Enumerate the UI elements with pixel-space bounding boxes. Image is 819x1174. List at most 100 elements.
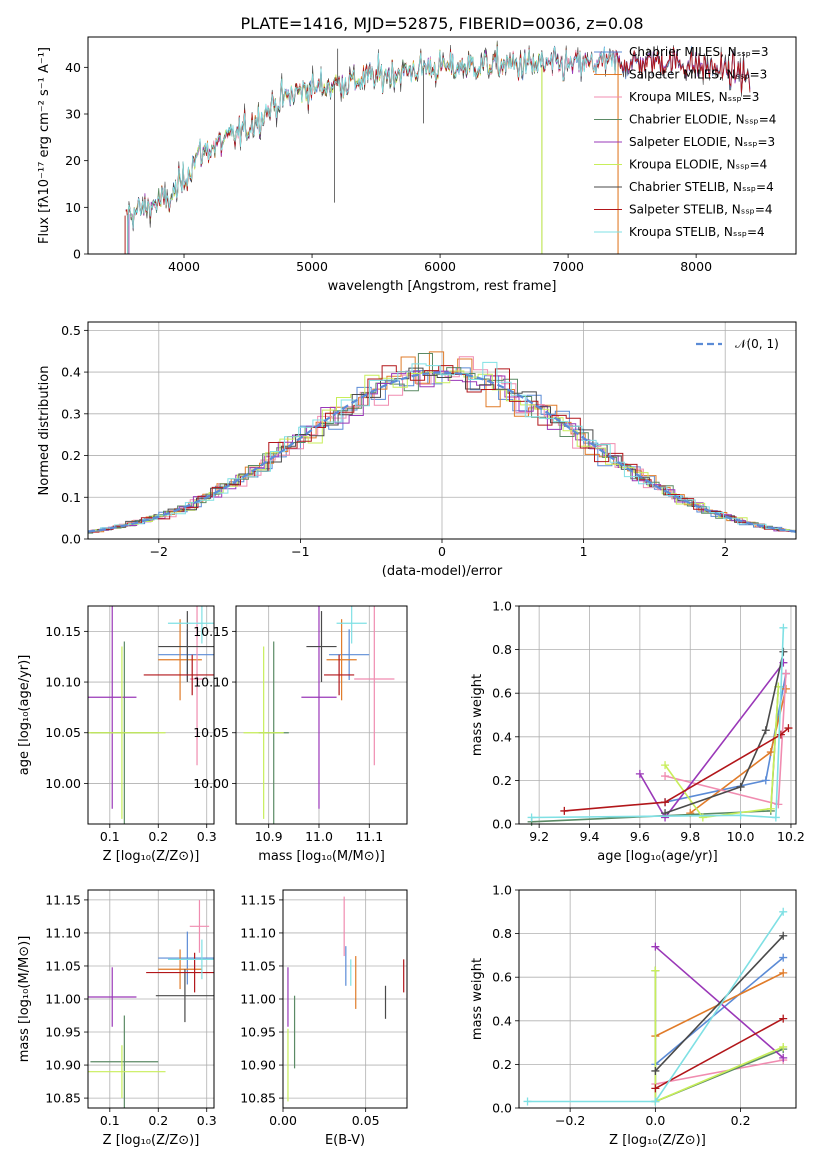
weight-marker	[651, 942, 660, 951]
x-tick-label: 5000	[296, 259, 328, 274]
errorbar-point-salpeter-elodie	[88, 606, 137, 809]
x-tick-label: 9.4	[580, 829, 600, 844]
x-tick-label: −0.2	[555, 1113, 585, 1128]
x-tick-label: 9.8	[680, 829, 700, 844]
weight-marker	[651, 1066, 660, 1075]
weight-marker	[766, 748, 775, 757]
y-tick-label: 10.05	[45, 725, 81, 740]
y-tick-label: 0.2	[61, 448, 81, 463]
mass_vs_ebv-points	[287, 896, 405, 1102]
errorbar-point-salpeter-stelib	[143, 654, 214, 696]
x-tick-label: 6000	[424, 259, 456, 274]
spectrum-axes: 4000 5000 6000 7000 8000 0 10 20 30 40 wavelength …	[37, 47, 712, 294]
weight-line-chabrier-stelib	[654, 935, 784, 1072]
weight-line-chabrier-stelib	[664, 651, 785, 814]
legend-label: Salpeter ELODIE, Nₛₛₚ=3	[629, 135, 775, 149]
weight-line-chabrier-elodie	[654, 970, 784, 1103]
y-tick-label: 20	[65, 153, 81, 168]
x-tick-label: 10.0	[727, 829, 755, 844]
errorbar-point-kroupa-miles	[189, 899, 210, 953]
histogram-kroupa-elodie	[88, 370, 796, 532]
mass_weight_vs_age-series	[527, 623, 793, 826]
y-tick-label: 10.00	[45, 776, 81, 791]
weight-marker	[779, 1014, 788, 1023]
x-axis-label: E(B-V)	[325, 1133, 365, 1148]
weight-marker	[779, 647, 788, 656]
y-tick-label: 11.00	[240, 992, 276, 1007]
weight-marker	[661, 772, 670, 781]
weight-marker	[779, 907, 788, 916]
y-tick-label: 0.1	[61, 490, 81, 505]
x-tick-label: 0.1	[100, 829, 120, 844]
errorbar-point-salpeter-elodie	[301, 606, 337, 809]
x-tick-label: 7000	[552, 259, 584, 274]
weight-marker	[766, 804, 775, 813]
y-axis-label: Normed distribution	[37, 366, 52, 496]
plot-frame	[518, 605, 797, 825]
weight-marker	[781, 669, 790, 678]
y-tick-label: 0	[73, 247, 81, 262]
y-tick-label: 10.05	[193, 725, 229, 740]
legend-label: Chabrier MILES, Nₛₛₚ=3	[629, 45, 769, 59]
x-tick-label: 0	[438, 544, 446, 559]
weight-marker	[776, 730, 785, 739]
weight-marker	[779, 1042, 788, 1051]
y-tick-label: 11.00	[45, 992, 81, 1007]
x-tick-label: 2	[721, 544, 729, 559]
y-axis-label: mass [log₁₀(M/M⊙)]	[17, 936, 32, 1063]
weight-marker	[779, 931, 788, 940]
y-tick-label: 30	[65, 107, 81, 122]
y-axis-label: Flux [fλ10⁻¹⁷ erg cm⁻² s⁻¹ A⁻¹]	[37, 47, 52, 244]
plot-frame	[518, 889, 797, 1109]
errorbar-point-kroupa-stelib	[167, 939, 214, 980]
y-tick-label: 0.2	[492, 773, 512, 788]
chart-title: PLATE=1416, MJD=52875, FIBERID=0036, z=0…	[240, 14, 643, 33]
plot-frame	[87, 605, 215, 825]
weight-marker	[560, 806, 569, 815]
errorbar-point-kroupa-elodie	[88, 646, 166, 819]
weight-marker	[771, 813, 780, 822]
y-tick-label: 11.15	[240, 892, 276, 907]
x-tick-label: 10.9	[255, 829, 283, 844]
weight-marker	[784, 724, 793, 733]
x-tick-label: 0.1	[100, 1113, 120, 1128]
weight-marker	[651, 1097, 660, 1106]
errorbar-point-kroupa-elodie	[88, 1045, 166, 1099]
spectrum-lines	[124, 40, 751, 254]
mass_vs_Z-axes: 0.1 0.2 0.3 10.85 10.90 10.95 11.00 11.05 11.10 1…	[17, 890, 217, 1148]
y-tick-label: 1.0	[492, 599, 512, 614]
spectrum-legend: Chabrier MILES, Nₛₛₚ=3 Salpeter MILES, Nₛ…	[594, 45, 776, 239]
errorbar-point-chabrier-elodie	[90, 1015, 159, 1108]
x-tick-label: 0.3	[197, 829, 217, 844]
errorbar-point-kroupa-miles	[354, 606, 395, 766]
histogram-salpeter-miles	[88, 351, 796, 534]
weight-line-kroupa-miles	[655, 1059, 784, 1085]
x-axis-label: wavelength [Angstrom, rest frame]	[328, 279, 557, 294]
x-tick-label: 1	[580, 544, 588, 559]
x-axis-label: Z [log₁₀(Z/Z⊙)]	[103, 1133, 200, 1148]
weight-marker	[761, 726, 770, 735]
y-tick-label: 10.00	[193, 776, 229, 791]
y-tick-label: 0.5	[61, 323, 81, 338]
x-axis-label: mass [log₁₀(M/M⊙)]	[258, 849, 385, 864]
legend-label: 𝒩(0, 1)	[735, 337, 779, 351]
x-tick-label: 11.1	[355, 829, 383, 844]
errorbar-point-kroupa-stelib	[336, 606, 367, 644]
weight-line-kroupa-stelib	[531, 627, 785, 819]
y-tick-label: 0.6	[492, 970, 512, 985]
errorbar-point-salpeter-miles	[158, 619, 202, 701]
plot-frame	[87, 36, 797, 255]
legend-label: Salpeter STELIB, Nₛₛₚ=4	[629, 203, 773, 217]
errorbar-point-chabrier-miles	[329, 629, 370, 681]
weight-line-salpeter-stelib	[655, 1017, 784, 1090]
errorbar-point-salpeter-miles	[158, 949, 202, 990]
x-tick-label: 4000	[168, 259, 200, 274]
histogram-salpeter-stelib	[88, 365, 796, 533]
y-tick-label: 11.10	[45, 925, 81, 940]
residuals-axes: −2 −1 0 1 2 0.0 0.1 0.2 0.3 0.4 0.5 (data-model)/er…	[37, 322, 796, 579]
errorbar-point-chabrier-stelib	[306, 611, 337, 683]
histogram-chabrier-stelib	[88, 367, 796, 533]
weight-line-kroupa-elodie	[654, 970, 784, 1103]
age_vs_Z-axes: 0.1 0.2 0.3 10.00 10.05 10.10 10.15 Z [log₁₀(Z/…	[17, 606, 217, 864]
plot-frame	[235, 605, 408, 825]
